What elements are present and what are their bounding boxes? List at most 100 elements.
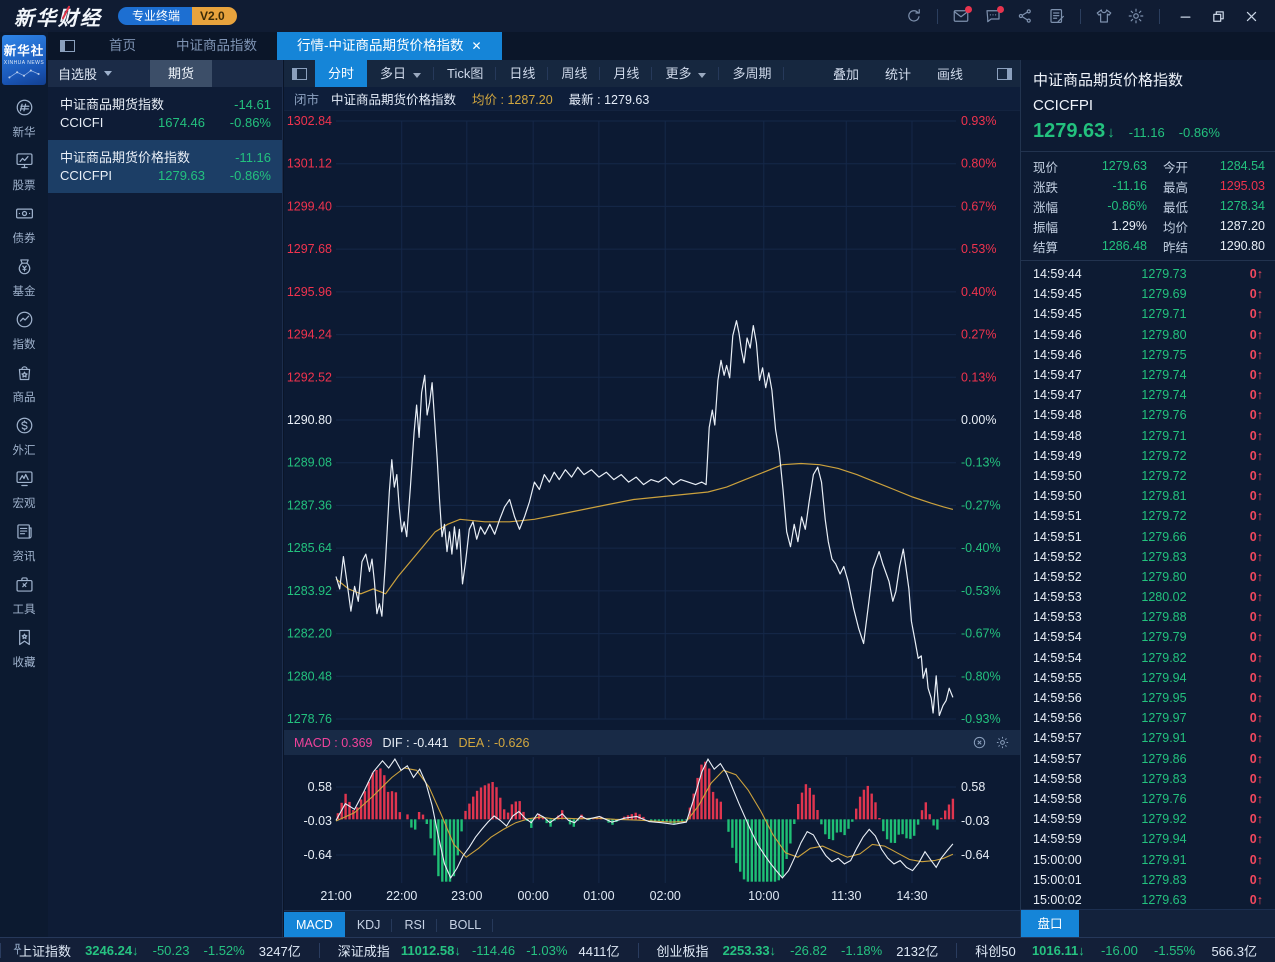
trade-row[interactable]: 14:59:53 1279.88 0↑ xyxy=(1033,607,1263,627)
trade-row[interactable]: 14:59:52 1279.83 0↑ xyxy=(1033,547,1263,567)
mail-icon[interactable] xyxy=(952,6,972,25)
period-button-Tick图[interactable]: Tick图 xyxy=(434,60,497,87)
sidebar-item-tools[interactable]: 工具 xyxy=(0,574,48,616)
collapse-left-icon[interactable] xyxy=(292,67,307,80)
trade-volume: 0↑ xyxy=(1249,549,1263,564)
instrument-code: CCICFI xyxy=(60,115,104,130)
sidebar-item-macro[interactable]: 宏观 xyxy=(0,468,48,510)
tab-2[interactable]: 中证商品指数 xyxy=(156,32,277,60)
toolbar-action-叠加[interactable]: 叠加 xyxy=(832,67,859,82)
trade-row[interactable]: 14:59:45 1279.69 0↑ xyxy=(1033,284,1263,304)
sidebar-item-xinhua[interactable]: 新华 xyxy=(0,97,48,139)
period-button-周线[interactable]: 周线 xyxy=(548,60,601,87)
period-button-多周期[interactable]: 多周期 xyxy=(719,60,785,87)
trade-row[interactable]: 14:59:48 1279.76 0↑ xyxy=(1033,405,1263,425)
trade-row[interactable]: 14:59:47 1279.74 0↑ xyxy=(1033,385,1263,405)
tab-3[interactable]: 行情-中证商品期货价格指数 ✕ xyxy=(277,32,502,60)
gear-icon[interactable] xyxy=(1127,7,1145,25)
macd-chart[interactable]: 0.58 0.58 -0.03 -0.03 -0.64 -0.64 xyxy=(284,755,1020,885)
share-icon[interactable] xyxy=(1016,7,1034,25)
sidebar-item-forex[interactable]: 外汇 xyxy=(0,415,48,457)
trade-row[interactable]: 14:59:51 1279.66 0↑ xyxy=(1033,526,1263,546)
trade-row[interactable]: 14:59:56 1279.97 0↑ xyxy=(1033,708,1263,728)
pin-icon[interactable] xyxy=(10,942,25,957)
chat-icon[interactable] xyxy=(984,6,1004,25)
statusbar-index-quote[interactable]: 科创50 1016.11↓ -16.00 -1.55% 566.3亿 xyxy=(956,942,1275,959)
shirt-icon[interactable] xyxy=(1095,7,1113,25)
tick-trade-list[interactable]: 14:59:44 1279.73 0↑ 14:59:45 1279.69 0↑ 14:59:… xyxy=(1021,261,1275,910)
trade-price: 1279.74 xyxy=(1141,388,1187,403)
trade-row[interactable]: 14:59:50 1279.81 0↑ xyxy=(1033,486,1263,506)
sidebar-item-index[interactable]: 指数 xyxy=(0,309,48,351)
close-indicator-icon[interactable] xyxy=(972,735,987,750)
trade-row[interactable]: 14:59:57 1279.86 0↑ xyxy=(1033,749,1263,769)
watchlist-group-dropdown[interactable]: 自选股 xyxy=(48,64,122,83)
trade-row[interactable]: 14:59:56 1279.95 0↑ xyxy=(1033,688,1263,708)
watchlist-item[interactable]: 中证商品期货价格指数 -11.16 CCICFPI 1279.63 -0.86% xyxy=(48,140,282,193)
statusbar-index-quote[interactable]: 创业板指 2253.33↓ -26.82 -1.18% 2132亿 xyxy=(637,942,957,959)
edition-badges: 专业终端 V2.0 xyxy=(118,7,237,25)
trade-row[interactable]: 14:59:44 1279.73 0↑ xyxy=(1033,264,1263,284)
indicator-tab-BOLL[interactable]: BOLL xyxy=(437,912,494,939)
trade-row[interactable]: 14:59:45 1279.71 0↑ xyxy=(1033,304,1263,324)
trade-row[interactable]: 14:59:58 1279.83 0↑ xyxy=(1033,769,1263,789)
trade-row[interactable]: 14:59:54 1279.82 0↑ xyxy=(1033,648,1263,668)
trade-time: 14:59:52 xyxy=(1033,549,1082,564)
trade-row[interactable]: 14:59:46 1279.75 0↑ xyxy=(1033,345,1263,365)
trade-row[interactable]: 14:59:59 1279.92 0↑ xyxy=(1033,809,1263,829)
trade-row[interactable]: 14:59:50 1279.72 0↑ xyxy=(1033,466,1263,486)
restore-icon[interactable] xyxy=(1211,9,1226,24)
trade-row[interactable]: 15:00:01 1279.83 0↑ xyxy=(1033,870,1263,890)
period-button-月线[interactable]: 月线 xyxy=(600,60,653,87)
statusbar-index-quote[interactable]: 上证指数 3246.24↓ -50.23 -1.52% 3247亿 xyxy=(0,942,319,959)
memo-icon[interactable] xyxy=(1048,7,1066,25)
trade-row[interactable]: 15:00:00 1279.91 0↑ xyxy=(1033,849,1263,869)
indicator-tab-RSI[interactable]: RSI xyxy=(392,912,438,939)
watchlist-item[interactable]: 中证商品期货指数 -14.61 CCICFI 1674.46 -0.86% xyxy=(48,87,282,140)
period-button-更多[interactable]: 更多 xyxy=(652,60,720,87)
trade-row[interactable]: 14:59:54 1279.79 0↑ xyxy=(1033,627,1263,647)
trade-price: 1279.72 xyxy=(1141,448,1187,463)
watchlist-items: 中证商品期货指数 -14.61 CCICFI 1674.46 -0.86% 中证商品期货价… xyxy=(48,87,282,193)
sidebar-item-news[interactable]: 资讯 xyxy=(0,521,48,563)
watchlist-tab-futures[interactable]: 期货 xyxy=(150,60,213,87)
toolbar-action-画线[interactable]: 画线 xyxy=(936,67,963,82)
tab-pankou[interactable]: 盘口 xyxy=(1021,910,1079,938)
quote-stat-row: 涨跌 -11.16 最高 1295.03 xyxy=(1033,176,1265,196)
trade-row[interactable]: 14:59:46 1279.80 0↑ xyxy=(1033,325,1263,345)
trade-row[interactable]: 14:59:47 1279.74 0↑ xyxy=(1033,365,1263,385)
svg-text:0.13%: 0.13% xyxy=(961,370,996,384)
minimize-icon[interactable] xyxy=(1178,9,1193,24)
trade-row[interactable]: 15:00:02 1279.63 0↑ xyxy=(1033,890,1263,910)
tab-close-icon[interactable]: ✕ xyxy=(471,39,482,53)
sidebar-item-stock[interactable]: 股票 xyxy=(0,150,48,192)
sidebar-item-fund[interactable]: 基金 xyxy=(0,256,48,298)
trade-row[interactable]: 14:59:49 1279.72 0↑ xyxy=(1033,446,1263,466)
refresh-icon[interactable] xyxy=(905,7,923,25)
period-button-分时[interactable]: 分时 xyxy=(315,60,368,87)
statusbar-index-quote[interactable]: 深证成指 11012.58↓ -114.46 -1.03% 4411亿 xyxy=(318,942,638,959)
trade-row[interactable]: 14:59:52 1279.80 0↑ xyxy=(1033,567,1263,587)
trade-row[interactable]: 14:59:48 1279.71 0↑ xyxy=(1033,426,1263,446)
trade-row[interactable]: 14:59:51 1279.72 0↑ xyxy=(1033,506,1263,526)
sidebar-item-fav[interactable]: 收藏 xyxy=(0,627,48,669)
collapse-right-icon[interactable] xyxy=(997,67,1012,80)
period-button-日线[interactable]: 日线 xyxy=(496,60,549,87)
indicator-tab-MACD[interactable]: MACD xyxy=(284,911,345,939)
xinhua-agency-logo[interactable]: 新华社 XINHUA NEWS xyxy=(2,35,46,85)
tab-1[interactable]: 首页 xyxy=(89,32,156,60)
sidebar-toggle-icon[interactable] xyxy=(60,40,75,52)
trade-row[interactable]: 14:59:53 1280.02 0↑ xyxy=(1033,587,1263,607)
price-chart[interactable]: 1302.84 0.93% 1301.12 0.80% 1299.40 0.67% 1297… xyxy=(284,110,1020,730)
trade-row[interactable]: 14:59:55 1279.94 0↑ xyxy=(1033,668,1263,688)
period-button-多日[interactable]: 多日 xyxy=(367,60,435,87)
indicator-tab-KDJ[interactable]: KDJ xyxy=(345,912,393,939)
sidebar-item-commodity[interactable]: 商品 xyxy=(0,362,48,404)
toolbar-action-统计[interactable]: 统计 xyxy=(884,67,911,82)
close-icon[interactable] xyxy=(1244,9,1259,24)
trade-row[interactable]: 14:59:57 1279.91 0↑ xyxy=(1033,728,1263,748)
indicator-settings-icon[interactable] xyxy=(995,735,1010,750)
trade-row[interactable]: 14:59:58 1279.76 0↑ xyxy=(1033,789,1263,809)
trade-row[interactable]: 14:59:59 1279.94 0↑ xyxy=(1033,829,1263,849)
sidebar-item-bond[interactable]: 债券 xyxy=(0,203,48,245)
